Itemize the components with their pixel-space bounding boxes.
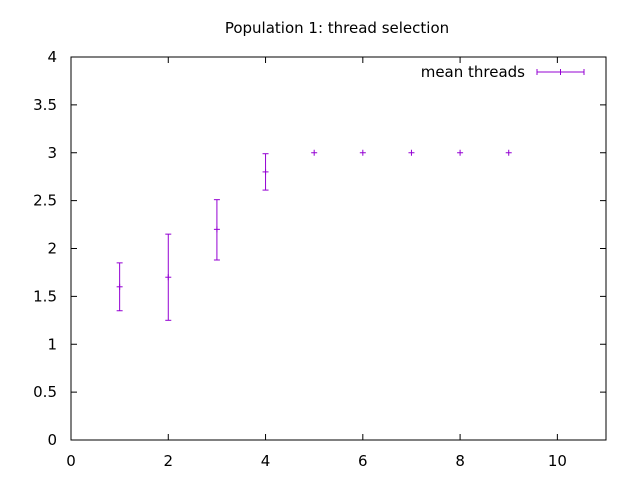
y-axis: 0 0.5 1 1.5 2 2.5 3 3.5 4 (33, 48, 606, 449)
legend: mean threads (421, 63, 585, 81)
y-tick-label: 3 (47, 144, 57, 162)
x-tick-label: 10 (548, 452, 567, 470)
y-tick-label: 3.5 (33, 96, 57, 114)
data-point (213, 199, 220, 261)
y-tick-label: 4 (47, 48, 57, 66)
chart-title: Population 1: thread selection (225, 19, 449, 37)
series-layer (116, 149, 512, 321)
y-tick-label: 0 (47, 431, 57, 449)
data-point (505, 149, 512, 156)
data-point (359, 149, 366, 156)
data-point (311, 149, 318, 156)
data-point (116, 262, 123, 312)
data-point (262, 153, 269, 191)
x-tick-label: 0 (66, 452, 76, 470)
y-tick-label: 1 (47, 335, 57, 353)
y-tick-label: 1.5 (33, 287, 57, 305)
legend-sample-mean-threads (536, 69, 585, 75)
data-point (457, 149, 464, 156)
y-tick-label: 2 (47, 240, 57, 258)
data-point (408, 149, 415, 156)
legend-label-mean-threads: mean threads (421, 63, 525, 81)
data-point (165, 233, 172, 321)
x-axis: 0 2 4 6 8 10 (66, 57, 567, 470)
y-tick-label: 2.5 (33, 192, 57, 210)
x-tick-label: 2 (163, 452, 173, 470)
plot-frame (70, 56, 607, 441)
x-tick-label: 8 (455, 452, 465, 470)
x-tick-label: 6 (358, 452, 368, 470)
x-tick-label: 4 (261, 452, 271, 470)
y-tick-label: 0.5 (33, 383, 57, 401)
